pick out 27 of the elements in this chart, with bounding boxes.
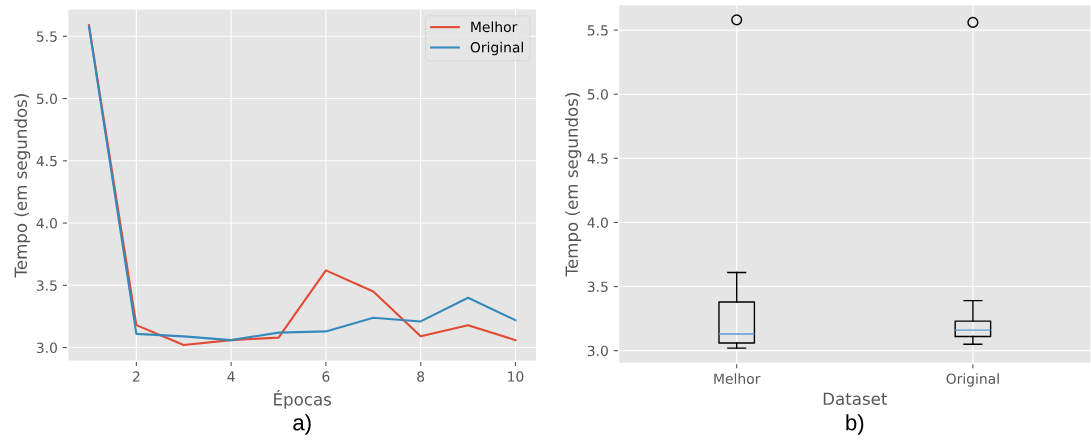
x-tick-label: Original bbox=[946, 373, 999, 387]
x-tick-label: 8 bbox=[417, 371, 425, 382]
y-axis-title: Tempo (em segundos) bbox=[14, 94, 31, 278]
x-axis-title: Épocas bbox=[274, 389, 332, 409]
x-tick-label: 2 bbox=[132, 371, 140, 382]
x-axis-title: Dataset bbox=[823, 392, 888, 406]
y-tick-label: 4.0 bbox=[587, 217, 608, 228]
text: b) bbox=[846, 414, 864, 435]
x-tick-label: 6 bbox=[322, 371, 330, 382]
y-tick-label: 3.0 bbox=[36, 342, 57, 354]
y-tick-label: 4.5 bbox=[587, 153, 608, 164]
legend-label: Melhor bbox=[471, 21, 518, 33]
y-tick-label: 3.5 bbox=[36, 280, 57, 291]
x-tick-label: Melhor bbox=[714, 373, 761, 384]
y-tick-label: 5.0 bbox=[587, 89, 608, 100]
text: a) bbox=[293, 414, 311, 435]
y-tick-label: 4.5 bbox=[36, 155, 57, 167]
y-tick-label: 3.0 bbox=[587, 345, 608, 357]
legend-label: Original bbox=[470, 41, 523, 56]
y-tick-label: 5.5 bbox=[587, 25, 608, 36]
y-tick-label: 3.5 bbox=[587, 281, 608, 293]
y-axis-title: Tempo (em segundos) bbox=[565, 93, 582, 277]
y-tick-label: 4.0 bbox=[36, 218, 57, 229]
x-tick-label: 4 bbox=[227, 371, 235, 382]
x-tick-label: 10 bbox=[508, 371, 524, 382]
y-tick-label: 5.5 bbox=[36, 31, 57, 42]
y-tick-label: 5.0 bbox=[36, 93, 57, 105]
